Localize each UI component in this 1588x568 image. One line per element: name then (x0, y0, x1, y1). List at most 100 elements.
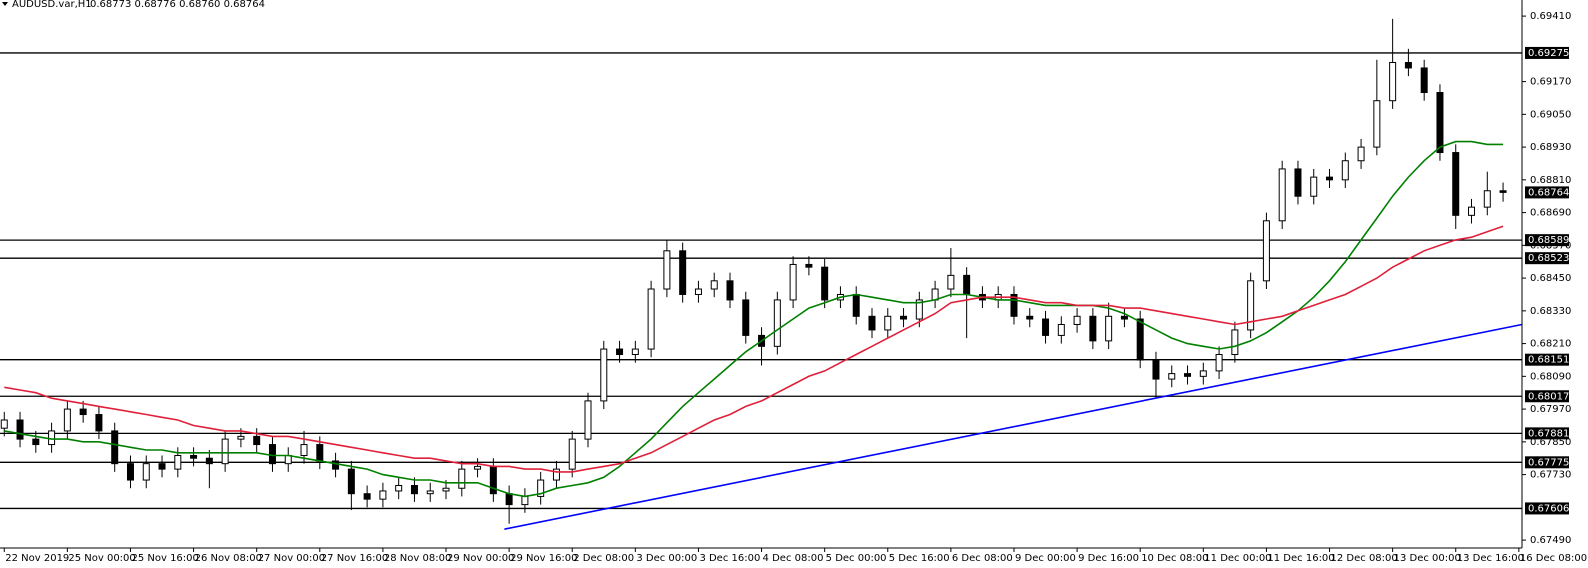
candle-body (347, 468, 355, 495)
candle-body (1404, 61, 1412, 69)
level-label: 0.67775 (1528, 457, 1569, 468)
candle-body (647, 288, 655, 350)
candle-body (1357, 146, 1365, 162)
candle-body (679, 250, 687, 295)
candle-body (1262, 220, 1270, 282)
candle-body (395, 485, 403, 492)
level-box (1525, 390, 1569, 403)
level-box (1525, 46, 1569, 59)
candle-body (1326, 176, 1334, 181)
candle-body (1105, 315, 1113, 342)
candle-body (253, 435, 261, 446)
moving-average (4, 140, 1504, 498)
x-tick-label: 26 Nov 08:00 (195, 553, 262, 564)
x-tick-label: 16 Dec 08:00 (1520, 553, 1587, 564)
x-tick-label: 13 Dec 00:00 (1394, 553, 1461, 564)
candle-body (1389, 61, 1397, 102)
candle-body (284, 454, 292, 465)
x-tick-label: 29 Nov 00:00 (447, 553, 514, 564)
candle-body (174, 454, 182, 470)
y-tick-label: 0.68210 (1530, 339, 1571, 350)
candle-body (158, 463, 166, 470)
level-label: 0.68589 (1528, 235, 1569, 246)
y-tick-label: 0.68330 (1530, 306, 1571, 317)
candle-body (410, 485, 418, 495)
x-tick-label: 9 Dec 16:00 (1078, 553, 1139, 564)
x-tick-label: 9 Dec 00:00 (1015, 553, 1076, 564)
y-tick-label: 0.68930 (1530, 142, 1571, 153)
level-label: 0.68523 (1528, 253, 1569, 264)
x-tick-label: 4 Dec 08:00 (763, 553, 824, 564)
candle-body (805, 263, 813, 268)
y-tick-label: 0.69410 (1530, 11, 1571, 22)
candle-body (537, 479, 545, 497)
candle-body (1042, 318, 1050, 336)
x-tick-label: 13 Dec 16:00 (1457, 553, 1524, 564)
candle-body (332, 460, 340, 470)
candle-body (79, 408, 87, 416)
candle-body (126, 463, 134, 481)
candle-body (1310, 176, 1318, 197)
candle-body (1120, 315, 1128, 320)
x-tick-label: 11 Dec 16:00 (1267, 553, 1334, 564)
x-tick-label: 5 Dec 16:00 (889, 553, 950, 564)
candle-body (663, 250, 671, 290)
candle-body (205, 457, 213, 465)
candle-body (773, 299, 781, 347)
x-tick-label: 27 Nov 16:00 (321, 553, 388, 564)
candle-body (300, 444, 308, 456)
candle-body (426, 490, 434, 495)
candle-body (1184, 373, 1192, 377)
candle-body (16, 419, 24, 440)
x-tick-label: 25 Nov 16:00 (131, 553, 198, 564)
menu-arrow[interactable] (2, 2, 8, 6)
candle-body (1057, 323, 1065, 336)
candle-body (268, 444, 276, 465)
candle-body (584, 400, 592, 440)
x-tick-label: 25 Nov 00:00 (68, 553, 135, 564)
level-label: 0.69275 (1528, 48, 1569, 59)
candle-body (1373, 100, 1381, 148)
y-tick-label: 0.67850 (1530, 437, 1571, 448)
candle-body (1436, 92, 1444, 154)
candle-body (789, 263, 797, 301)
x-tick-label: 2 Dec 08:00 (573, 553, 634, 564)
candle-body (1215, 354, 1223, 372)
level-box (1525, 456, 1569, 469)
candle-body (963, 274, 971, 295)
candle-body (111, 430, 119, 465)
y-tick-label: 0.67490 (1530, 535, 1571, 546)
x-tick-label: 3 Dec 00:00 (636, 553, 697, 564)
candle-body (316, 444, 324, 462)
candle-body (1483, 190, 1491, 208)
candle-body (379, 490, 387, 500)
candle-body (1452, 152, 1460, 216)
y-tick-label: 0.68690 (1530, 208, 1571, 219)
last-price-label: 0.68764 (1528, 187, 1569, 198)
symbol-label: AUDUSD.var,H1 (12, 0, 92, 10)
level-box (1525, 502, 1569, 515)
candle-body (742, 299, 750, 336)
x-tick-label: 12 Dec 08:00 (1331, 553, 1398, 564)
candle-body (821, 266, 829, 301)
x-tick-label: 10 Dec 08:00 (1141, 553, 1208, 564)
candle-body (474, 465, 482, 470)
candle-body (726, 280, 734, 301)
candle-body (1026, 315, 1034, 320)
candle-body (1010, 293, 1018, 317)
quote-label: 0.68773 0.68776 0.68760 0.68764 (90, 0, 265, 10)
y-tick-label: 0.67970 (1530, 404, 1571, 415)
candle-body (868, 315, 876, 331)
candle-body (915, 299, 923, 320)
candle-body (190, 454, 198, 459)
candle-body (505, 493, 513, 506)
x-tick-label: 6 Dec 08:00 (952, 553, 1013, 564)
y-tick-label: 0.68450 (1530, 273, 1571, 284)
x-tick-label: 11 Dec 00:00 (1204, 553, 1271, 564)
candle-body (95, 414, 103, 432)
candle-body (63, 408, 71, 432)
candle-body (1089, 315, 1097, 342)
candle-body (710, 280, 718, 290)
